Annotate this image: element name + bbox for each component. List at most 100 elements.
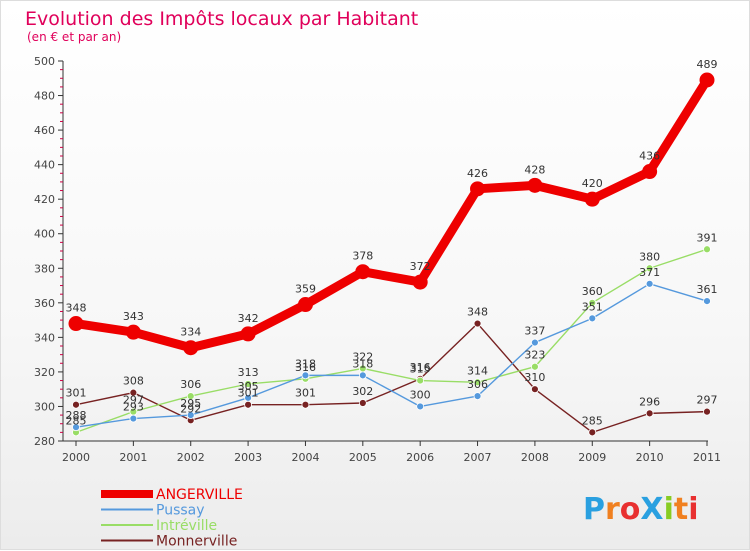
x-tick-label: 2006 bbox=[406, 451, 434, 464]
data-label: 489 bbox=[697, 58, 718, 71]
logo-letter: i bbox=[664, 492, 674, 527]
data-label: 360 bbox=[582, 285, 603, 298]
y-tick-label: 480 bbox=[34, 90, 55, 103]
axes: 280 300 320 340 360 380 400 420 440 460 480 500 2000… bbox=[34, 55, 721, 464]
data-label: 348 bbox=[467, 306, 488, 319]
data-point bbox=[186, 411, 195, 419]
data-point bbox=[531, 338, 539, 347]
logo-letter: X bbox=[640, 492, 663, 527]
logo-letter: o bbox=[620, 492, 641, 527]
data-label: 359 bbox=[295, 283, 316, 296]
x-tick-label: 2009 bbox=[578, 451, 606, 464]
data-point bbox=[470, 181, 486, 197]
data-label: 361 bbox=[697, 283, 718, 296]
data-label: 297 bbox=[697, 394, 718, 407]
data-point bbox=[642, 164, 658, 180]
data-label: 285 bbox=[66, 414, 87, 427]
data-point bbox=[355, 264, 371, 280]
series-pussay bbox=[72, 279, 711, 432]
x-tick-label: 2005 bbox=[349, 451, 377, 464]
data-point bbox=[703, 245, 711, 254]
data-label: 372 bbox=[410, 260, 431, 273]
data-point bbox=[584, 191, 600, 207]
data-point bbox=[301, 371, 310, 380]
data-label: 316 bbox=[410, 361, 431, 374]
data-label: 371 bbox=[639, 266, 660, 279]
series-line bbox=[71, 75, 712, 353]
data-point bbox=[645, 409, 654, 418]
data-point bbox=[645, 279, 654, 288]
data-point bbox=[645, 264, 654, 273]
data-label: 318 bbox=[295, 357, 316, 370]
data-point bbox=[699, 72, 715, 88]
data-point bbox=[531, 385, 539, 394]
y-tick-label: 440 bbox=[34, 159, 55, 172]
data-label: 314 bbox=[467, 364, 488, 377]
logo-letter: i bbox=[688, 492, 698, 527]
data-point bbox=[358, 371, 367, 380]
data-point bbox=[125, 324, 141, 340]
data-label: 310 bbox=[524, 371, 545, 384]
y-tick-label: 420 bbox=[34, 193, 55, 206]
data-label: 378 bbox=[352, 250, 373, 263]
x-tick-label: 2011 bbox=[693, 451, 721, 464]
proxiti-logo: ProXiti bbox=[583, 492, 699, 527]
data-label: 313 bbox=[238, 366, 259, 379]
data-label: 426 bbox=[467, 167, 488, 180]
data-label: 292 bbox=[180, 402, 201, 415]
data-point bbox=[72, 400, 80, 409]
data-point bbox=[129, 388, 138, 397]
data-label: 293 bbox=[123, 401, 144, 414]
data-label: 301 bbox=[66, 387, 87, 400]
data-label: 337 bbox=[524, 325, 545, 338]
data-label: 308 bbox=[123, 375, 144, 388]
data-label: 302 bbox=[352, 385, 373, 398]
data-point bbox=[244, 393, 252, 402]
y-tick-label: 500 bbox=[34, 55, 55, 68]
data-label: 334 bbox=[180, 326, 201, 339]
data-label: 285 bbox=[582, 414, 603, 427]
data-point bbox=[186, 392, 195, 400]
data-label: 322 bbox=[352, 350, 373, 363]
data-point bbox=[416, 376, 425, 385]
logo-letter: t bbox=[674, 492, 688, 527]
data-label: 343 bbox=[123, 310, 144, 323]
data-label: 295 bbox=[180, 397, 201, 410]
y-tick-label: 340 bbox=[34, 331, 55, 344]
y-tick-label: 300 bbox=[34, 400, 55, 413]
legend-label: Monnerville bbox=[156, 534, 237, 550]
data-point bbox=[473, 392, 482, 400]
legend-label: Intréville bbox=[156, 518, 217, 534]
logo-letter: P bbox=[583, 492, 605, 527]
data-label: 306 bbox=[467, 378, 488, 391]
data-point bbox=[301, 400, 310, 409]
x-tick-label: 2008 bbox=[521, 451, 549, 464]
data-label: 428 bbox=[524, 163, 545, 176]
x-tick-label: 2002 bbox=[177, 451, 205, 464]
data-point bbox=[703, 297, 711, 305]
data-label: 342 bbox=[238, 312, 259, 325]
x-tick-label: 2010 bbox=[636, 451, 664, 464]
data-label: 288 bbox=[66, 409, 87, 422]
data-point bbox=[588, 428, 597, 437]
y-tick-label: 400 bbox=[34, 228, 55, 241]
y-tick-label: 280 bbox=[34, 435, 55, 448]
data-label: 348 bbox=[66, 302, 87, 315]
data-label: 301 bbox=[295, 387, 316, 400]
data-label: 351 bbox=[582, 300, 603, 313]
data-point bbox=[297, 297, 313, 313]
data-point bbox=[244, 380, 252, 388]
data-point bbox=[72, 423, 80, 432]
series-line bbox=[75, 248, 708, 434]
legend-label: ANGERVILLE bbox=[156, 487, 243, 503]
data-label: 315 bbox=[410, 363, 431, 376]
y-tick-label: 360 bbox=[34, 297, 55, 310]
data-point bbox=[412, 274, 428, 290]
data-point bbox=[531, 362, 539, 371]
data-point bbox=[244, 400, 252, 409]
series-angerville bbox=[68, 72, 715, 356]
data-label: 316 bbox=[295, 361, 316, 374]
